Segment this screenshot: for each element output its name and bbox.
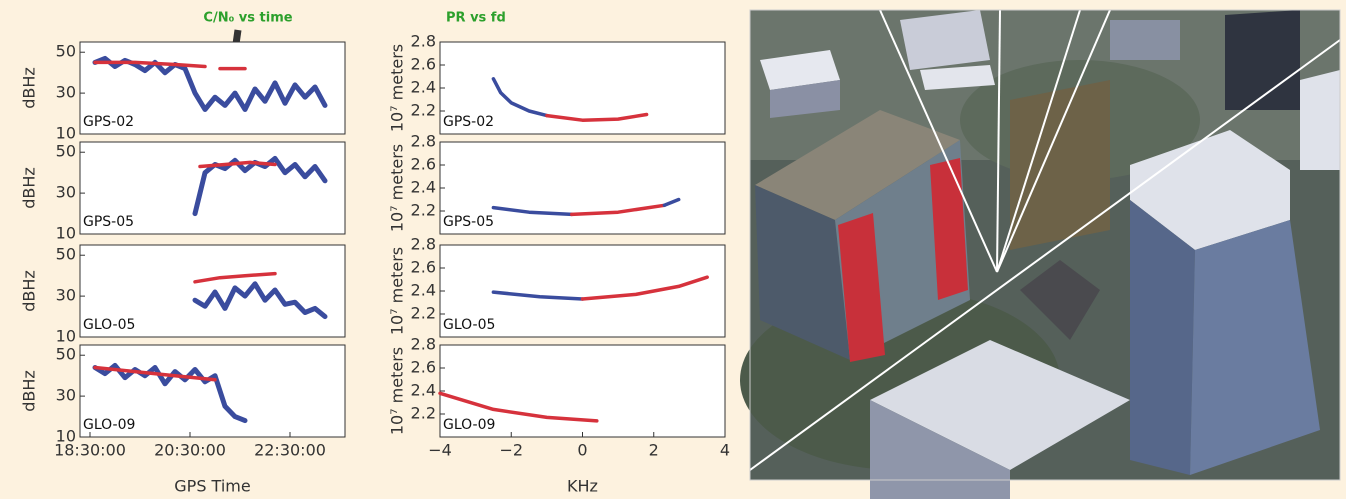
y-tick-label: 2.4 bbox=[411, 178, 436, 197]
scene-image bbox=[740, 10, 1340, 499]
x-tick-label: −2 bbox=[499, 441, 523, 460]
y-tick-label: 2.4 bbox=[411, 381, 436, 400]
panel-label: GPS-05 bbox=[443, 214, 494, 230]
y-axis-label: 10⁷ meters bbox=[388, 144, 407, 232]
x-axis-label: GPS Time bbox=[174, 477, 250, 496]
y-tick-label: 2.2 bbox=[411, 101, 436, 120]
x-axis-label: KHz bbox=[567, 477, 598, 496]
y-tick-label: 2.4 bbox=[411, 281, 436, 300]
y-tick-label: 2.4 bbox=[411, 78, 436, 97]
x-tick-label: 0 bbox=[577, 441, 587, 460]
x-tick-label: 22:30:00 bbox=[254, 441, 326, 460]
y-tick-label: 50 bbox=[56, 42, 76, 61]
y-axis-label: 10⁷ meters bbox=[388, 44, 407, 132]
y-tick-label: 2.2 bbox=[411, 304, 436, 323]
figure: 10 30 50 GPS-02 dBHz C/N₀ vs time 10 30 50 GPS-05… bbox=[0, 0, 1346, 499]
y-tick-label: 2.6 bbox=[411, 55, 436, 74]
y-tick-label: 2.6 bbox=[411, 155, 436, 174]
y-tick-label: 10 bbox=[56, 124, 76, 143]
y-tick-label: 2.8 bbox=[411, 235, 436, 254]
panel-label: GPS-05 bbox=[83, 214, 134, 230]
y-tick-label: 50 bbox=[56, 142, 76, 161]
y-axis-label: 10⁷ meters bbox=[388, 247, 407, 335]
y-tick-label: 2.2 bbox=[411, 404, 436, 423]
y-axis-label: dBHz bbox=[20, 167, 39, 209]
y-tick-label: 30 bbox=[56, 286, 76, 305]
y-tick-label: 10 bbox=[56, 224, 76, 243]
x-tick-label: 2 bbox=[649, 441, 659, 460]
annotation: PR vs fd bbox=[446, 11, 506, 26]
panel-label: GLO-05 bbox=[443, 317, 495, 333]
panel-label: GLO-05 bbox=[83, 317, 135, 333]
panel-label: GLO-09 bbox=[83, 417, 135, 433]
panel-label: GLO-09 bbox=[443, 417, 495, 433]
y-tick-label: 2.8 bbox=[411, 132, 436, 151]
x-tick-label: 20:30:00 bbox=[154, 441, 226, 460]
y-tick-label: 2.6 bbox=[411, 258, 436, 277]
annotation: C/N₀ vs time bbox=[203, 11, 292, 26]
y-axis-label: dBHz bbox=[20, 370, 39, 412]
y-tick-label: 2.8 bbox=[411, 335, 436, 354]
y-tick-label: 10 bbox=[56, 327, 76, 346]
y-tick-label: 2.8 bbox=[411, 32, 436, 51]
x-tick-label: −4 bbox=[428, 441, 452, 460]
y-axis-label: 10⁷ meters bbox=[388, 347, 407, 435]
y-tick-label: 30 bbox=[56, 386, 76, 405]
y-tick-label: 2.6 bbox=[411, 358, 436, 377]
y-axis-label: dBHz bbox=[20, 67, 39, 109]
y-tick-label: 50 bbox=[56, 345, 76, 364]
y-axis-label: dBHz bbox=[20, 270, 39, 312]
x-tick-label: 18:30:00 bbox=[54, 441, 126, 460]
panel-label: GPS-02 bbox=[443, 114, 494, 130]
y-tick-label: 30 bbox=[56, 83, 76, 102]
y-tick-label: 30 bbox=[56, 183, 76, 202]
x-tick-label: 4 bbox=[720, 441, 730, 460]
y-tick-label: 2.2 bbox=[411, 201, 436, 220]
panel-label: GPS-02 bbox=[83, 114, 134, 130]
y-tick-label: 50 bbox=[56, 245, 76, 264]
